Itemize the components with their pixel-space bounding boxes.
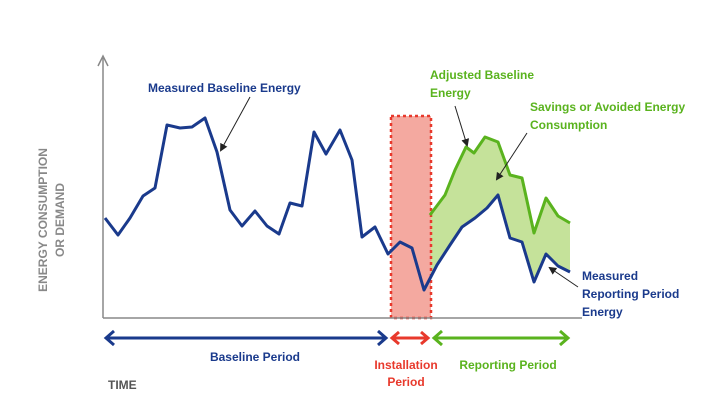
- period-label: Installation: [374, 358, 437, 372]
- period-label: Period: [387, 375, 424, 389]
- annotation: Measured: [582, 269, 638, 283]
- pointer: [495, 132, 528, 181]
- pointer: [220, 96, 251, 152]
- y-axis-label: ENERGY CONSUMPTION: [36, 148, 50, 292]
- baseline-line: [103, 116, 571, 292]
- installation-arrow: [389, 330, 431, 346]
- x-axis-label: TIME: [108, 378, 137, 392]
- pointer: [454, 105, 470, 147]
- savings-area: [430, 137, 570, 282]
- annotation: Reporting Period: [582, 287, 679, 301]
- baseline-arrow: [103, 329, 389, 347]
- period-label: Reporting Period: [459, 358, 556, 372]
- adjusted-line: [428, 135, 571, 235]
- annotation: Energy: [582, 305, 623, 319]
- annotation: Measured Baseline Energy: [148, 81, 301, 95]
- y-axis-label: OR DEMAND: [53, 183, 67, 257]
- period-label: Baseline Period: [210, 350, 300, 364]
- reporting-arrow: [431, 329, 571, 347]
- annotation: Consumption: [530, 118, 607, 132]
- pointer: [548, 266, 579, 288]
- installation-box: [389, 114, 433, 320]
- annotation: Adjusted Baseline: [430, 68, 534, 82]
- annotation: Energy: [430, 86, 471, 100]
- annotation: Savings or Avoided Energy: [530, 100, 685, 114]
